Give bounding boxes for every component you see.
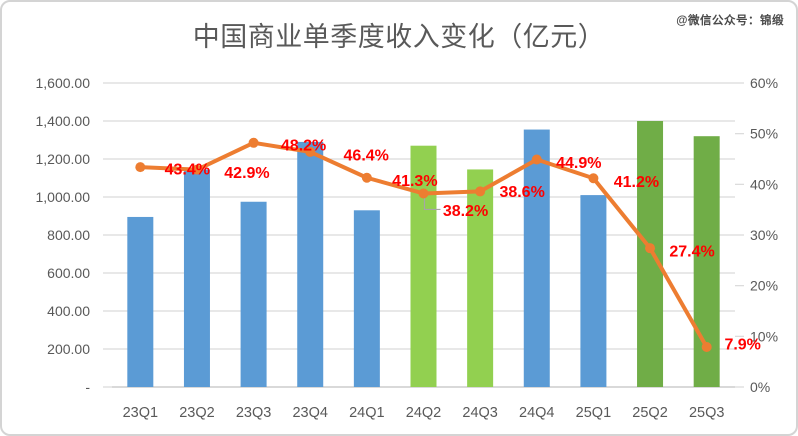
data-label-25Q3: 7.9%: [724, 336, 760, 353]
data-label-25Q1: 41.2%: [614, 174, 659, 191]
data-label-24Q2: 38.2%: [443, 203, 488, 220]
bar-23Q2: [183, 169, 210, 387]
watermark-text: @微信公众号：锦缎: [676, 15, 784, 27]
x-axis-label-23Q2: 23Q2: [179, 405, 214, 421]
left-axis-label: 600.00: [47, 265, 90, 281]
right-axis-label: 0%: [750, 379, 770, 395]
left-axis-label: 1,600.00: [36, 75, 91, 91]
bar-24Q3: [467, 169, 494, 387]
x-axis-label-25Q1: 25Q1: [576, 405, 611, 421]
right-axis-label: 60%: [750, 75, 778, 91]
line-marker-24Q1: [361, 172, 372, 183]
data-label-23Q1: 43.4%: [165, 162, 210, 179]
right-axis-label: 50%: [750, 126, 778, 142]
line-marker-24Q4: [531, 154, 542, 165]
left-axis-label: 1,400.00: [36, 113, 91, 129]
x-axis-label-25Q2: 25Q2: [632, 405, 667, 421]
left-axis-label: -: [85, 379, 90, 395]
line-marker-25Q3: [701, 341, 712, 352]
bar-24Q1: [353, 210, 380, 387]
data-label-24Q1: 41.3%: [392, 173, 437, 190]
bar-23Q1: [127, 216, 154, 387]
bar-23Q3: [240, 201, 267, 387]
line-marker-23Q3: [248, 137, 259, 148]
line-marker-23Q4: [305, 146, 316, 157]
x-axis-label-24Q2: 24Q2: [406, 405, 441, 421]
left-axis-label: 1,200.00: [36, 151, 91, 167]
line-marker-24Q2: [418, 188, 429, 199]
bar-25Q2: [637, 121, 664, 387]
x-axis-label-24Q1: 24Q1: [349, 405, 384, 421]
line-marker-23Q2: [191, 164, 202, 175]
line-marker-23Q1: [135, 162, 146, 173]
line-marker-25Q2: [645, 243, 656, 254]
data-label-23Q3: 48.2%: [281, 137, 326, 154]
data-label-25Q2: 27.4%: [669, 244, 714, 261]
data-label-24Q3: 38.6%: [499, 184, 544, 201]
data-label-23Q2: 42.9%: [224, 165, 269, 182]
line-marker-24Q3: [475, 186, 486, 197]
bar-25Q1: [580, 195, 607, 387]
bar-24Q2: [410, 145, 437, 387]
x-axis-label-23Q3: 23Q3: [236, 405, 271, 421]
x-axis-label-24Q3: 24Q3: [462, 405, 497, 421]
x-axis-label-25Q3: 25Q3: [689, 405, 724, 421]
right-axis-label: 10%: [750, 328, 778, 344]
data-label-24Q4: 44.9%: [556, 155, 601, 172]
bar-24Q4: [523, 129, 550, 388]
x-axis-label-24Q4: 24Q4: [519, 405, 554, 421]
right-axis-label: 30%: [750, 227, 778, 243]
x-axis-label-23Q1: 23Q1: [123, 405, 158, 421]
data-label-23Q4: 46.4%: [344, 147, 389, 164]
right-axis-label: 40%: [750, 176, 778, 192]
right-axis-label: 20%: [750, 278, 778, 294]
x-axis-label-23Q4: 23Q4: [292, 405, 327, 421]
left-axis-label: 200.00: [47, 341, 90, 357]
line-marker-25Q1: [588, 173, 599, 184]
data-label-leader-line: [423, 197, 441, 211]
left-axis-label: 400.00: [47, 303, 90, 319]
left-axis-label: 800.00: [47, 227, 90, 243]
bar-23Q4: [297, 141, 324, 387]
left-axis-label: 1,000.00: [36, 189, 91, 205]
